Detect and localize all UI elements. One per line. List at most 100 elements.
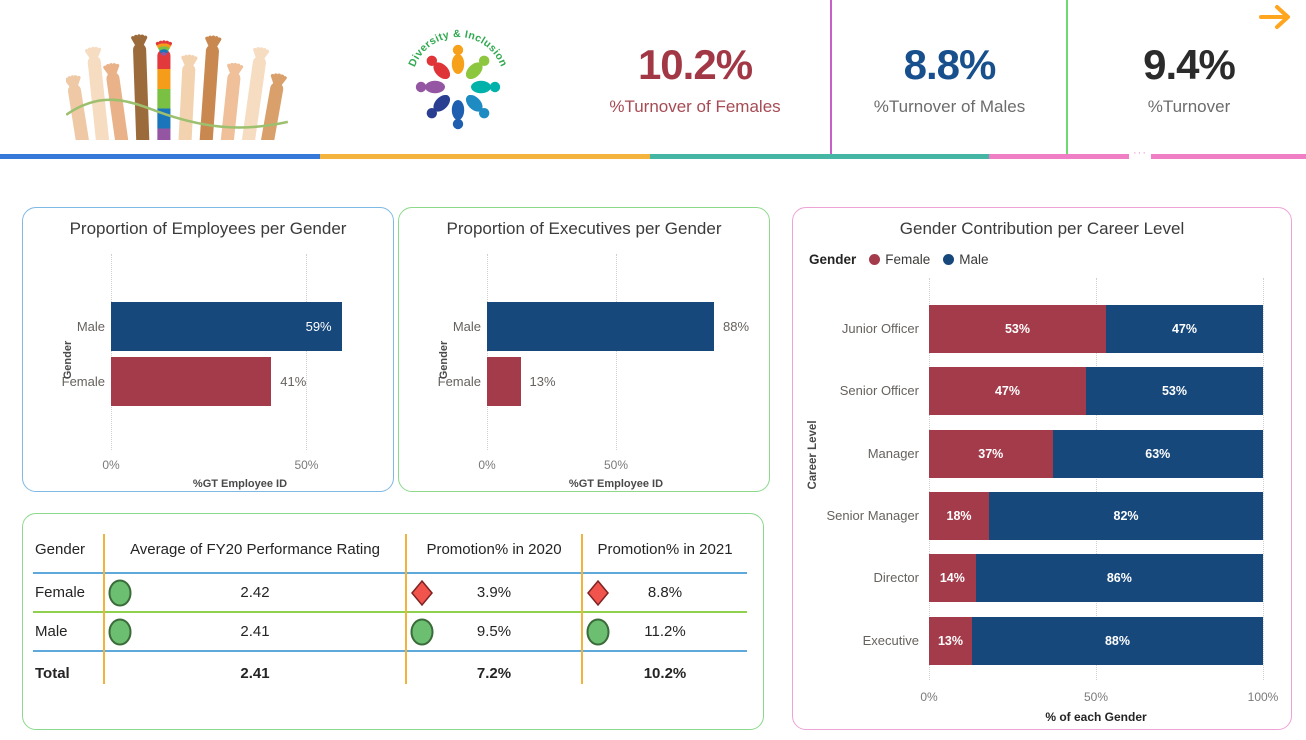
kpi-turnover-males[interactable]: 8.8% %Turnover of Males bbox=[833, 42, 1066, 117]
x-axis-tick: 100% bbox=[1247, 690, 1279, 704]
y-axis-title: Career Level bbox=[807, 420, 819, 490]
x-axis-tick: 50% bbox=[294, 458, 319, 472]
segment-female-director[interactable]: 14% bbox=[929, 554, 976, 603]
x-axis-tick: 50% bbox=[603, 458, 629, 472]
gender-cell: Female bbox=[35, 584, 86, 601]
table-column-separator bbox=[581, 534, 583, 684]
kpi-label: %Turnover bbox=[1147, 97, 1231, 116]
segment-male-junior-officer[interactable]: 47% bbox=[1106, 305, 1263, 353]
segment-female-executive[interactable]: 13% bbox=[929, 616, 972, 665]
stacked-bar-executive: 13% 88% bbox=[929, 616, 1263, 665]
legend-item-male[interactable]: Male bbox=[943, 252, 989, 267]
table-total-row: Total 2.41 7.2% 10.2% bbox=[33, 652, 747, 694]
employees-gender-chart-card: Proportion of Employees per Gender 59% 41… bbox=[22, 207, 394, 492]
column-header: Gender bbox=[35, 540, 86, 558]
kpi-turnover-females[interactable]: 10.2% %Turnover of Females bbox=[560, 42, 830, 117]
column-header: Average of FY20 Performance Rating bbox=[130, 540, 380, 558]
right-arrow-icon bbox=[1259, 5, 1290, 29]
segment-female-senior-officer[interactable]: 47% bbox=[929, 367, 1086, 416]
diversity-inclusion-logo: Diversity & Inclusion bbox=[406, 28, 509, 130]
segment-male-senior-officer[interactable]: 53% bbox=[1085, 367, 1263, 416]
gridline bbox=[111, 254, 112, 450]
bar-male[interactable]: 88% bbox=[487, 302, 749, 351]
plot-area: 59% 41% bbox=[111, 254, 369, 450]
y-axis-title: Gender bbox=[62, 340, 74, 380]
kpi-turnover-total[interactable]: 9.4% %Turnover bbox=[1072, 42, 1306, 117]
x-axis-title: % of each Gender bbox=[1045, 710, 1147, 724]
gridline bbox=[929, 278, 930, 680]
executives-gender-chart-card: Proportion of Executives per Gender 88% 1… bbox=[398, 207, 770, 492]
table-cell: 9.5% bbox=[405, 613, 581, 650]
mini-scrollbar[interactable]: ··· bbox=[1129, 150, 1151, 161]
next-page-arrow-button[interactable] bbox=[1254, 2, 1296, 34]
header-color-stripe bbox=[0, 154, 1306, 159]
table-cell: 2.41 bbox=[103, 652, 405, 694]
chart-title: Gender Contribution per Career Level bbox=[899, 219, 1185, 238]
column-header: Promotion% in 2020 bbox=[426, 540, 562, 558]
table-cell: 8.8% bbox=[581, 574, 747, 611]
kpi-label: %Turnover of Females bbox=[609, 97, 781, 116]
executives-gender-chart: 88% 13% Male Female 0% 50% %GT Employee ID Gend… bbox=[399, 208, 769, 491]
gridline bbox=[1263, 278, 1264, 680]
category-label: Male bbox=[452, 319, 481, 334]
table-column-separator bbox=[103, 534, 105, 684]
stripe-segment bbox=[319, 154, 651, 159]
table-cell: 2.41 bbox=[103, 613, 405, 650]
category-label: Executive bbox=[862, 632, 919, 648]
data-label: 41% bbox=[280, 374, 307, 389]
cell-value: 10.2% bbox=[643, 664, 687, 682]
table-column-separator bbox=[405, 534, 407, 684]
stacked-bar-manager: 37% 63% bbox=[929, 429, 1263, 478]
x-axis-tick: 0% bbox=[102, 458, 120, 472]
table-cell: 11.2% bbox=[581, 613, 747, 650]
kpi-value: 8.8% bbox=[903, 41, 997, 88]
gridline bbox=[306, 254, 308, 450]
segment-male-executive[interactable]: 88% bbox=[971, 616, 1263, 665]
table-cell: 10.2% bbox=[581, 652, 747, 694]
cell-value: 7.2% bbox=[476, 664, 512, 682]
category-label: Female bbox=[61, 374, 105, 389]
bar-male[interactable]: 59% bbox=[111, 302, 342, 351]
segment-male-director[interactable]: 86% bbox=[975, 554, 1263, 603]
stacked-bar-senior-officer: 47% 53% bbox=[929, 367, 1263, 416]
cell-value: 3.9% bbox=[476, 584, 512, 601]
green-circle-indicator-icon bbox=[108, 618, 132, 645]
x-axis-tick: 0% bbox=[478, 458, 496, 472]
segment-female-manager[interactable]: 37% bbox=[929, 429, 1053, 478]
header-banner: Diversity & Inclusion 10.2% %Turnover of… bbox=[0, 0, 1306, 161]
bar-female[interactable]: 13% bbox=[487, 357, 556, 406]
stacked-bar-director: 14% 86% bbox=[929, 554, 1263, 603]
segment-male-manager[interactable]: 63% bbox=[1052, 429, 1263, 478]
category-label: Female bbox=[437, 374, 481, 389]
category-label: Senior Officer bbox=[839, 383, 919, 399]
employees-gender-chart: 59% 41% Male Female 0% 50% %GT Employee ID Gend… bbox=[23, 208, 393, 491]
total-label: Total bbox=[35, 664, 70, 682]
category-label: Male bbox=[76, 319, 105, 334]
segment-female-senior-manager[interactable]: 18% bbox=[929, 491, 990, 540]
stacked-bar-senior-manager: 18% 82% bbox=[929, 491, 1263, 540]
legend-item-female[interactable]: Female bbox=[869, 252, 930, 267]
green-circle-indicator-icon bbox=[586, 618, 610, 645]
red-diamond-indicator-icon bbox=[411, 579, 433, 606]
category-label: Senior Manager bbox=[826, 507, 920, 523]
x-axis-title: %GT Employee ID bbox=[192, 478, 288, 490]
career-level-chart: 53% 47% 47% 53% 37% 63% 18% 82% 14% 86% 13% 88% Juni… bbox=[793, 208, 1291, 729]
table-row-male: Male 2.41 9.5% 11.2% bbox=[33, 613, 747, 652]
segment-female-junior-officer[interactable]: 53% bbox=[929, 305, 1107, 353]
table-header-row: Gender Average of FY20 Performance Rating… bbox=[33, 526, 747, 574]
career-level-chart-card: Gender Contribution per Career Level Gen… bbox=[792, 207, 1292, 730]
category-label: Director bbox=[873, 570, 919, 586]
segment-male-senior-manager[interactable]: 82% bbox=[989, 491, 1263, 540]
cell-value: 9.5% bbox=[476, 623, 512, 640]
performance-promotion-table-card: Gender Average of FY20 Performance Rating… bbox=[22, 513, 764, 730]
bar-female[interactable]: 41% bbox=[111, 357, 306, 406]
kpi-value: 10.2% bbox=[637, 41, 753, 88]
legend-label: Female bbox=[885, 252, 931, 267]
gender-cell: Male bbox=[35, 623, 68, 640]
cell-value: 2.41 bbox=[240, 664, 270, 682]
plot-area: 88% 13% bbox=[487, 254, 749, 450]
gridline bbox=[1096, 278, 1097, 680]
chart-legend: Gender Female Male bbox=[809, 252, 989, 267]
legend-title: Gender bbox=[809, 252, 857, 267]
